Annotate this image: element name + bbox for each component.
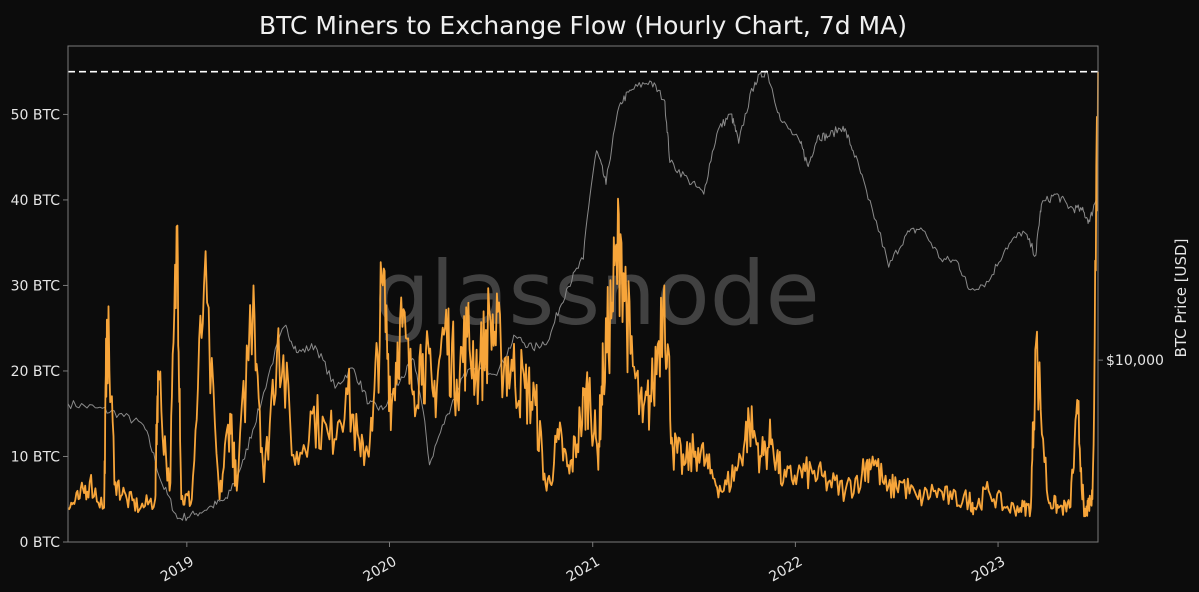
right-axis-label: BTC Price [USD] [1172, 239, 1190, 358]
bottom-tick-label: 2019 [158, 554, 197, 586]
left-tick-label: 0 BTC [20, 535, 61, 551]
right-tick-label: $10,000 [1106, 353, 1164, 369]
left-tick-label: 40 BTC [11, 193, 61, 209]
miners-flow-line [67, 71, 1099, 518]
btc-price-line [67, 70, 1099, 522]
right-axis: $10,000 [1098, 353, 1164, 369]
left-tick-label: 20 BTC [11, 364, 61, 380]
watermark-glassnode: glassnode [374, 242, 820, 345]
plot-frame [67, 45, 1099, 543]
left-tick-label: 10 BTC [11, 449, 61, 465]
left-tick-label: 50 BTC [11, 107, 61, 123]
bottom-axis: 2019 2020 2021 2022 2023 [158, 542, 1008, 585]
left-axis: 0 BTC 10 BTC 20 BTC 30 BTC 40 BTC 50 BTC [11, 107, 68, 551]
flow-series-layer [67, 71, 1099, 518]
bottom-tick-label: 2023 [969, 554, 1008, 586]
bottom-tick-label: 2022 [767, 554, 806, 586]
left-tick-label: 30 BTC [11, 278, 61, 294]
price-series-layer [67, 70, 1099, 522]
chart-title: BTC Miners to Exchange Flow (Hourly Char… [259, 11, 907, 40]
bottom-tick-label: 2021 [564, 554, 603, 586]
bottom-tick-label: 2020 [361, 554, 400, 586]
